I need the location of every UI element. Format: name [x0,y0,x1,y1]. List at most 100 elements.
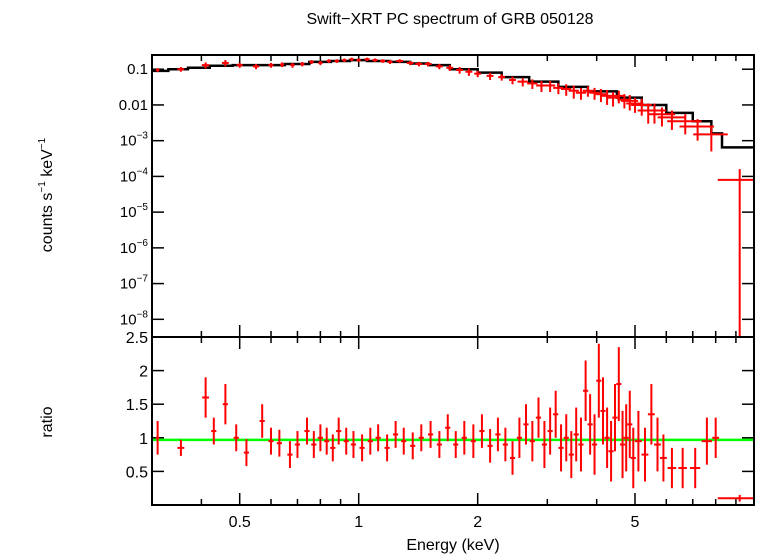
data-point [435,63,443,70]
data-point [364,57,370,61]
ratio-point [563,414,569,462]
y-tick-label: 10−4 [120,166,149,185]
model-step-line [152,58,754,149]
ratio-point [541,421,547,469]
y-tick-label: 1.5 [126,397,148,414]
data-point [221,60,229,67]
ratio-point [177,439,185,456]
y-tick-label: 2 [139,364,148,381]
ratio-point [634,410,642,472]
ratio-point [583,360,589,421]
x-axis-label: Energy (keV) [406,537,499,554]
ratio-point [445,414,451,442]
ylabel-part-1: counts s [39,193,56,253]
ratio-point [717,494,754,502]
data-point [372,58,378,62]
data-point [334,59,339,63]
data-point [544,80,556,93]
ratio-point [529,421,535,462]
ratio-point [701,417,712,465]
data-point [356,58,361,62]
ratio-point [259,404,265,438]
ylabel-exp-1: −1 [37,181,48,193]
data-point [446,65,454,71]
ratio-point [604,407,610,469]
x-tick-label: 1 [354,514,363,531]
ratio-point [600,377,606,445]
data-point [509,76,516,85]
data-point [300,61,305,67]
ratio-point [222,384,228,425]
data-point [582,86,593,97]
data-point [679,119,714,141]
ratio-point [502,427,508,462]
data-point [606,92,620,107]
ratio-point [479,414,485,448]
ratio-point [647,384,655,445]
data-point [536,80,547,93]
ratio-point [553,390,559,438]
y-tick-label: 10−8 [120,309,149,328]
y-tick-label: 0.5 [126,464,148,481]
y-tick-label: 2.5 [126,330,148,347]
ratio-point [324,427,330,455]
ratio-point [641,427,649,482]
ratio-y-axis-label: ratio [39,406,56,437]
ratio-point [470,424,476,458]
ratio-point [535,397,542,438]
ratio-point [495,417,501,452]
y-tick-label: 10−3 [120,131,149,150]
spectrum-ticks [152,55,754,337]
ratio-point [547,407,553,455]
ratio-point [384,434,390,462]
data-point [318,60,323,66]
y-tick-label: 10−7 [120,274,149,293]
data-point [201,62,210,69]
ratio-point [294,431,301,458]
data-point [553,83,564,95]
ratio-point [155,421,160,455]
data-point [667,114,702,135]
y-tick-label: 1 [139,431,148,448]
ratio-point [268,427,274,455]
data-point [465,68,473,76]
data-point [177,67,185,72]
ratio-point [573,407,579,462]
ratio-point [401,427,407,455]
data-point [517,77,528,87]
ratio-point [336,417,342,445]
ratio-point [623,404,629,472]
ratio-point [453,431,459,458]
ratio-point [712,417,720,458]
data-point [326,59,331,63]
x-tick-label: 5 [631,514,640,531]
ylabel-part-2: keV [39,149,56,181]
ratio-point [627,390,633,458]
data-point [657,110,686,130]
x-tick-label: 0.5 [229,514,251,531]
data-point [387,60,393,64]
ratio-point [689,447,701,489]
ratio-point [202,377,210,418]
ratio-point [418,424,424,452]
ratio-point [304,417,310,445]
ratio-point [367,427,373,455]
data-point [575,87,587,100]
x-tick-label: 2 [473,514,482,531]
y-tick-label: 0.1 [127,61,148,78]
y-tick-label: 0.01 [119,97,148,114]
ratio-frame [151,336,755,506]
data-point [280,62,285,68]
ratio-point [619,410,626,479]
ratio-point [311,431,317,458]
ratio-point [516,417,522,458]
ratio-point [654,417,661,472]
ratio-point [393,421,399,448]
ratio-point [343,427,349,455]
data-point [456,67,464,74]
data-point [290,62,295,68]
ratio-point [461,421,467,455]
data-point [268,62,274,68]
chart-title: Swift−XRT PC spectrum of GRB 050128 [306,11,593,28]
